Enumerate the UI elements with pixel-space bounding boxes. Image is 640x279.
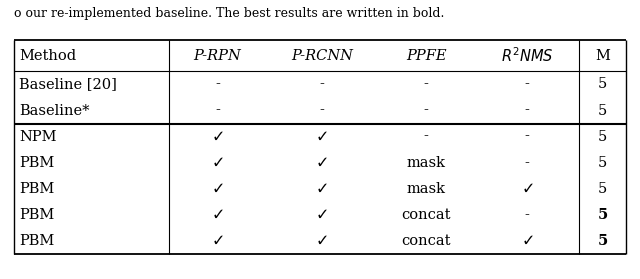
Text: PPFE: PPFE — [406, 49, 447, 63]
Text: $\checkmark$: $\checkmark$ — [520, 233, 533, 248]
Text: -: - — [319, 104, 324, 117]
Text: o our re-implemented baseline. The best results are written in bold.: o our re-implemented baseline. The best … — [14, 7, 444, 20]
Text: concat: concat — [401, 234, 451, 248]
Text: -: - — [525, 78, 529, 92]
Text: PBM: PBM — [19, 182, 54, 196]
Text: mask: mask — [406, 156, 445, 170]
Text: PBM: PBM — [19, 234, 54, 248]
Text: $\checkmark$: $\checkmark$ — [211, 207, 224, 222]
Text: mask: mask — [406, 182, 445, 196]
Text: Baseline [20]: Baseline [20] — [19, 78, 117, 92]
Text: M: M — [595, 49, 610, 63]
Text: $\checkmark$: $\checkmark$ — [316, 129, 328, 144]
Text: P-RCNN: P-RCNN — [291, 49, 353, 63]
Text: Baseline*: Baseline* — [19, 104, 90, 117]
Text: Method: Method — [19, 49, 76, 63]
Text: 5: 5 — [598, 156, 607, 170]
Text: $\checkmark$: $\checkmark$ — [520, 181, 533, 196]
Text: 5: 5 — [597, 234, 607, 248]
Text: NPM: NPM — [19, 129, 57, 144]
Text: $\checkmark$: $\checkmark$ — [211, 233, 224, 248]
Text: -: - — [525, 156, 529, 170]
Text: $\checkmark$: $\checkmark$ — [316, 233, 328, 248]
Text: $\checkmark$: $\checkmark$ — [211, 155, 224, 170]
Text: 5: 5 — [598, 129, 607, 144]
Text: $\checkmark$: $\checkmark$ — [211, 129, 224, 144]
Text: 5: 5 — [598, 182, 607, 196]
Text: 5: 5 — [597, 208, 607, 222]
Text: $\checkmark$: $\checkmark$ — [211, 181, 224, 196]
Text: $\checkmark$: $\checkmark$ — [316, 207, 328, 222]
Text: -: - — [424, 129, 429, 144]
Text: -: - — [424, 104, 429, 117]
Text: -: - — [215, 104, 220, 117]
Text: $\checkmark$: $\checkmark$ — [316, 181, 328, 196]
Text: PBM: PBM — [19, 208, 54, 222]
Text: PBM: PBM — [19, 156, 54, 170]
Text: concat: concat — [401, 208, 451, 222]
Text: P-RPN: P-RPN — [193, 49, 241, 63]
Text: 5: 5 — [598, 104, 607, 117]
Text: $R^2NMS$: $R^2NMS$ — [500, 47, 553, 65]
Text: -: - — [525, 104, 529, 117]
Text: $\checkmark$: $\checkmark$ — [316, 155, 328, 170]
Text: -: - — [215, 78, 220, 92]
Text: -: - — [424, 78, 429, 92]
Text: -: - — [525, 129, 529, 144]
Text: -: - — [319, 78, 324, 92]
Text: -: - — [525, 208, 529, 222]
Text: 5: 5 — [598, 78, 607, 92]
